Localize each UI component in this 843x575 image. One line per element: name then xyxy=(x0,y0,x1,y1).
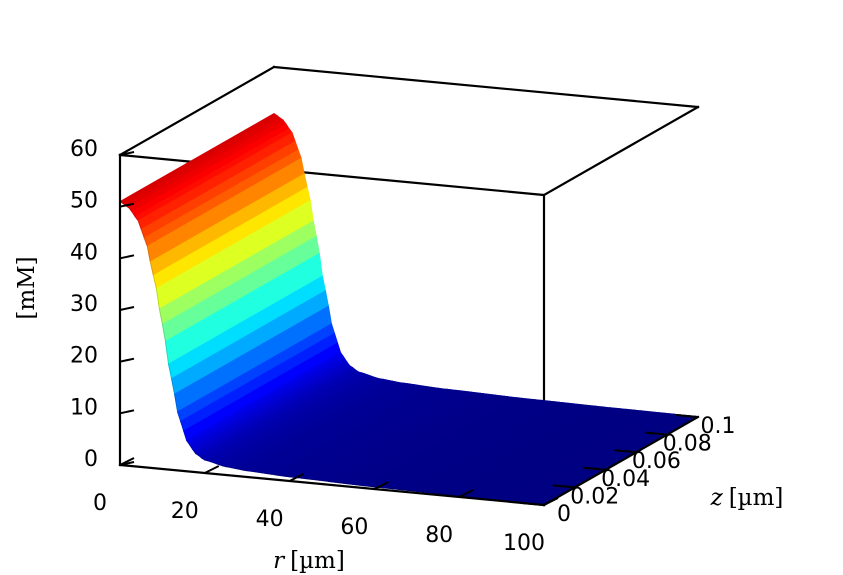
y-axis-line xyxy=(542,415,700,507)
z-tick-label: 50 xyxy=(70,189,98,214)
x-tick xyxy=(289,473,305,482)
y-axis-label: z [µm] xyxy=(710,485,784,511)
z-tick xyxy=(119,409,135,415)
y-axis-variable: z xyxy=(710,485,724,511)
x-axis-variable: r xyxy=(273,548,286,574)
x-tick-label: 100 xyxy=(503,531,545,556)
z-tick-label: 0 xyxy=(84,447,98,472)
axis-ticks: 0 20 40 60 80 10000.020.040.060.080.101020304… xyxy=(70,137,736,556)
y-tick-label: 0.08 xyxy=(663,432,712,457)
x-tick xyxy=(458,489,474,498)
z-tick-label: 20 xyxy=(70,344,98,369)
z-tick xyxy=(119,306,135,311)
z-tick-label: 30 xyxy=(70,292,98,317)
y-tick xyxy=(614,449,637,454)
z-tick xyxy=(119,461,135,466)
x-axis-unit: [µm] xyxy=(290,548,345,574)
y-tick-label: 0.02 xyxy=(570,484,619,509)
y-tick-label: 0 xyxy=(557,502,571,527)
z-axis-label: [mM] xyxy=(14,256,40,319)
z-tick xyxy=(119,202,135,208)
y-tick-label: 0.04 xyxy=(601,467,650,492)
x-tick-label: 80 xyxy=(425,523,453,548)
y-tick xyxy=(583,466,606,471)
x-tick xyxy=(373,481,389,490)
y-tick xyxy=(552,484,575,489)
z-tick-label: 40 xyxy=(70,240,98,265)
surface-mesh xyxy=(119,113,700,505)
y-tick xyxy=(645,431,668,436)
z-tick xyxy=(119,151,135,156)
x-tick-label: 0 xyxy=(93,491,107,516)
x-axis-label: r [µm] xyxy=(273,548,345,574)
y-tick xyxy=(675,414,699,418)
box-edge-back-top-left xyxy=(118,65,276,157)
box-edge-back-top-right xyxy=(542,105,700,197)
y-tick xyxy=(521,502,545,506)
y-tick-label: 0.06 xyxy=(632,449,681,474)
z-tick-label: 10 xyxy=(70,395,98,420)
x-tick xyxy=(204,465,220,474)
x-tick-label: 60 xyxy=(340,515,368,540)
x-tick-label: 20 xyxy=(171,499,199,524)
x-axis-line xyxy=(118,463,546,507)
z-tick xyxy=(119,357,135,363)
z-tick xyxy=(119,254,135,260)
box-edge-back-top xyxy=(272,65,700,109)
y-axis-unit: [µm] xyxy=(729,485,784,511)
y-tick-label: 0.1 xyxy=(701,414,736,439)
x-tick xyxy=(543,497,559,506)
x-tick-label: 40 xyxy=(256,507,284,532)
z-tick-label: 60 xyxy=(70,137,98,162)
